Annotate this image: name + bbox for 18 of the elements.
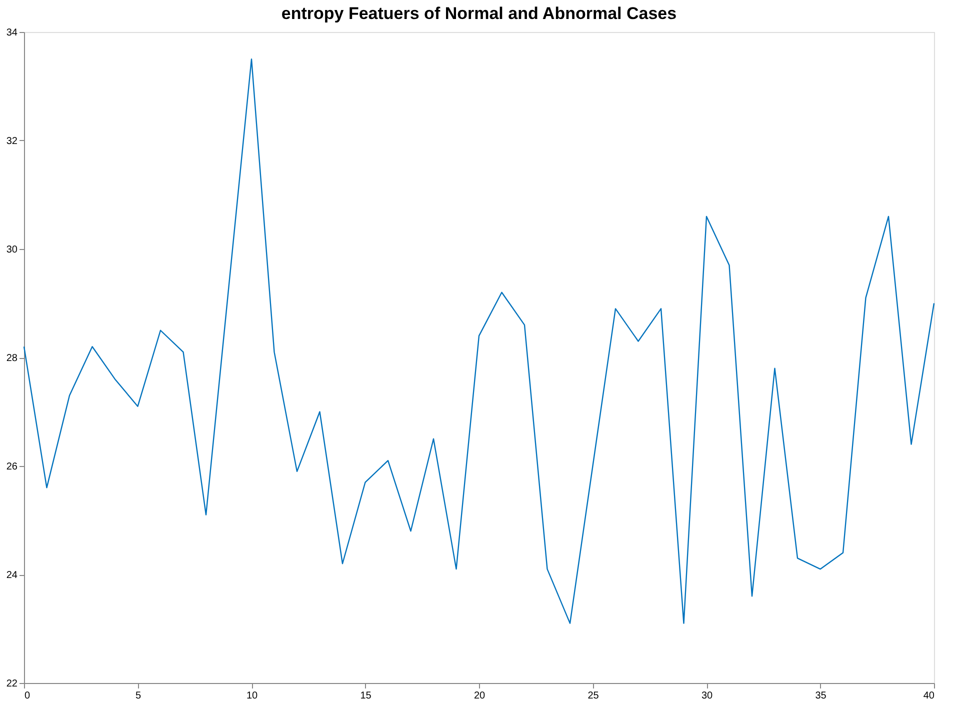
y-tick-label: 34: [6, 28, 18, 38]
x-tick-label: 30: [701, 690, 713, 702]
x-tick-label: 10: [246, 690, 258, 702]
y-tick-label: 28: [6, 353, 18, 364]
x-tick-label: 25: [588, 690, 600, 702]
line-series: [23, 58, 935, 624]
x-tick-label: 5: [135, 690, 142, 702]
y-tick-label: 24: [6, 570, 18, 581]
x-tick-label: 0: [24, 690, 30, 702]
x-tick-label: 35: [815, 690, 827, 702]
x-tick-label: 15: [360, 690, 372, 702]
y-tick-label: 26: [6, 462, 18, 472]
y-tick-label: 32: [6, 136, 18, 147]
x-tick-label: 20: [474, 690, 486, 702]
chart-title: entropy Featuers of Normal and Abnormal Cases: [281, 4, 677, 23]
x-tick-label: 40: [923, 690, 935, 702]
y-tick-label: 22: [6, 678, 18, 690]
y-tick-label: 30: [6, 244, 18, 256]
